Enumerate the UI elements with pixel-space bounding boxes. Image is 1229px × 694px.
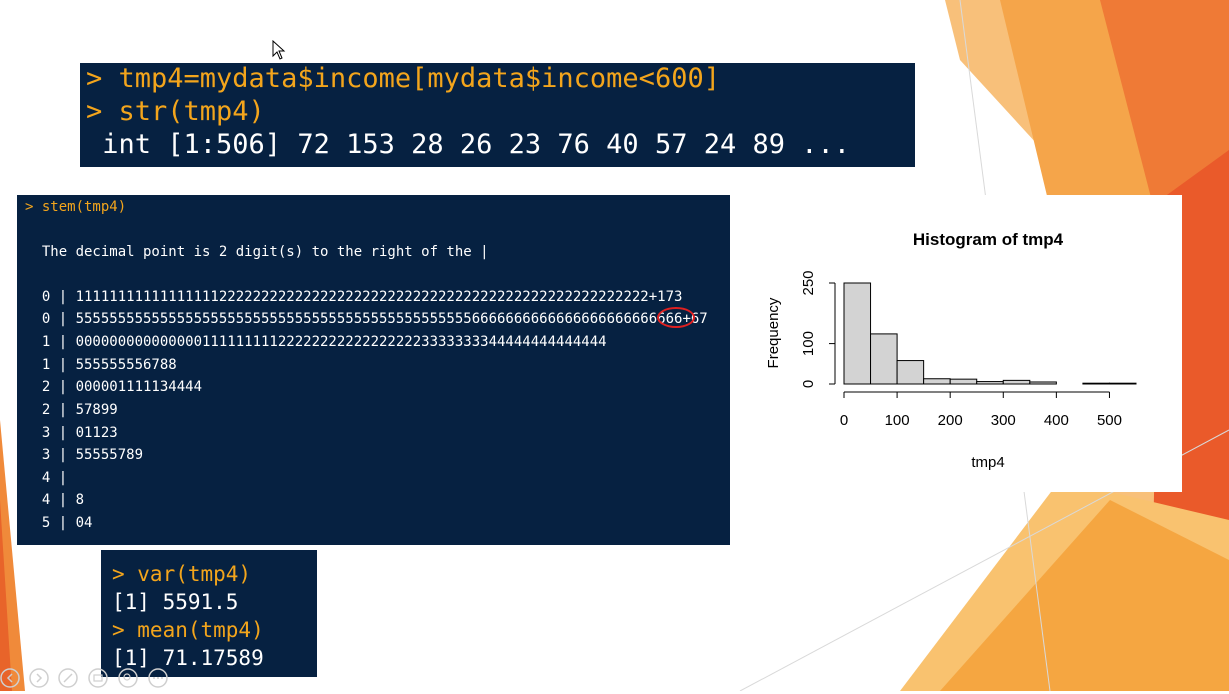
highlight-ring (657, 307, 695, 328)
code-line: > var(tmp4) (112, 562, 252, 586)
pen-icon[interactable] (58, 668, 78, 688)
stem-row: 2 | 000001111134444 (25, 379, 203, 395)
decimal-note: The decimal point is 2 digit(s) to the r… (25, 244, 489, 260)
chart-title: Histogram of tmp4 (913, 230, 1064, 249)
histogram-bar (976, 381, 1004, 385)
stem-row: 2 | 57899 (25, 402, 118, 418)
y-tick-label: 100 (800, 331, 817, 356)
code-line: > str(tmp4) (86, 96, 265, 127)
x-tick-label: 500 (1097, 412, 1122, 429)
stem-row: 1 | 000000000000000111111111222222222222… (25, 334, 607, 350)
stem-console: > stem(tmp4) The decimal point is 2 digi… (17, 195, 730, 545)
y-tick-label: 0 (800, 380, 817, 388)
histogram-bar (843, 282, 872, 385)
zoom-icon[interactable] (118, 668, 138, 688)
prev-slide-icon[interactable] (0, 668, 20, 688)
code-line: > tmp4=mydata$income[mydata$income<600] (86, 63, 720, 94)
more-icon[interactable] (148, 668, 168, 688)
histogram-bar (949, 378, 978, 385)
stem-row: 3 | 01123 (25, 425, 118, 441)
stem-command: > stem(tmp4) (25, 199, 127, 215)
histogram-bar (1002, 379, 1031, 385)
stem-row: 1 | 555555556788 (25, 357, 177, 373)
x-tick-label: 0 (840, 412, 848, 429)
code-output-line: int [1:506] 72 153 28 26 23 76 40 57 24 … (86, 129, 851, 160)
x-tick-label: 400 (1044, 412, 1069, 429)
code-output-line: [1] 5591.5 (112, 590, 239, 614)
code-line: > mean(tmp4) (112, 618, 264, 642)
stem-row: 5 | 04 (25, 515, 93, 531)
slideshow-controls (0, 666, 180, 690)
y-tick-label: 250 (800, 270, 817, 295)
stem-row: 0 | 111111111111111112222222222222222222… (25, 289, 683, 305)
code-block-top: > tmp4=mydata$income[mydata$income<600] … (80, 63, 915, 167)
stem-row: 0 | 555555555555555555555555555555555555… (25, 311, 708, 327)
stem-row: 3 | 55555789 (25, 447, 144, 463)
histogram-bar (1029, 381, 1057, 385)
slides-icon[interactable] (88, 668, 108, 688)
x-tick-label: 300 (991, 412, 1016, 429)
histogram-bar (896, 360, 925, 385)
stem-row: 4 | 8 (25, 492, 85, 508)
histogram-panel: Histogram of tmp4 tmp4 Frequency 0 100 200… (750, 195, 1182, 492)
histogram-bar (923, 378, 951, 385)
code-output-line: [1] 71.17589 (112, 646, 264, 670)
histogram-bar (1082, 382, 1110, 385)
histogram-bar (870, 333, 898, 385)
x-tick-label: 100 (885, 412, 910, 429)
y-axis-label: Frequency (765, 297, 782, 368)
stem-row: 4 | (25, 470, 68, 486)
histogram-bar (1108, 382, 1137, 385)
next-slide-icon[interactable] (29, 668, 49, 688)
histogram-chart: Histogram of tmp4 tmp4 Frequency 0 100 200… (765, 230, 1137, 471)
x-tick-label: 200 (938, 412, 963, 429)
stats-console: > var(tmp4) [1] 5591.5 > mean(tmp4) [1] … (101, 550, 317, 677)
x-axis-label: tmp4 (971, 454, 1004, 471)
cursor-arrow-icon (272, 40, 286, 60)
